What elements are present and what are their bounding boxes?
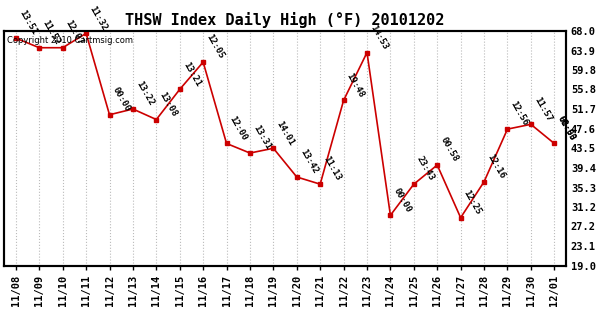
Title: THSW Index Daily High (°F) 20101202: THSW Index Daily High (°F) 20101202 [125, 12, 445, 29]
Text: 11:32: 11:32 [87, 4, 109, 32]
Text: 13:08: 13:08 [157, 90, 179, 118]
Text: 13:22: 13:22 [134, 80, 155, 108]
Text: 11:57: 11:57 [532, 95, 553, 123]
Text: 23:43: 23:43 [415, 155, 436, 183]
Text: 11:13: 11:13 [322, 155, 343, 183]
Text: 14:01: 14:01 [275, 119, 296, 147]
Text: 02:53: 02:53 [556, 114, 577, 142]
Text: 11:52: 11:52 [40, 19, 62, 46]
Text: 12:16: 12:16 [485, 153, 506, 180]
Text: 00:00: 00:00 [392, 186, 413, 214]
Text: 12:05: 12:05 [205, 33, 226, 61]
Text: 14:53: 14:53 [368, 23, 389, 51]
Text: 00:00: 00:00 [556, 114, 577, 142]
Text: 13:51: 13:51 [17, 9, 38, 37]
Text: 12:25: 12:25 [462, 188, 483, 216]
Text: 13:21: 13:21 [181, 60, 202, 88]
Text: 19:48: 19:48 [345, 71, 366, 99]
Text: 13:31: 13:31 [251, 124, 272, 152]
Text: Copyright 2010 Cartmsig.com: Copyright 2010 Cartmsig.com [7, 36, 133, 45]
Text: 12:07: 12:07 [64, 19, 85, 46]
Text: 13:42: 13:42 [298, 148, 319, 175]
Text: 00:00: 00:00 [110, 86, 132, 113]
Text: 12:56: 12:56 [509, 100, 530, 128]
Text: 12:00: 12:00 [228, 114, 249, 142]
Text: 00:58: 00:58 [439, 136, 460, 164]
